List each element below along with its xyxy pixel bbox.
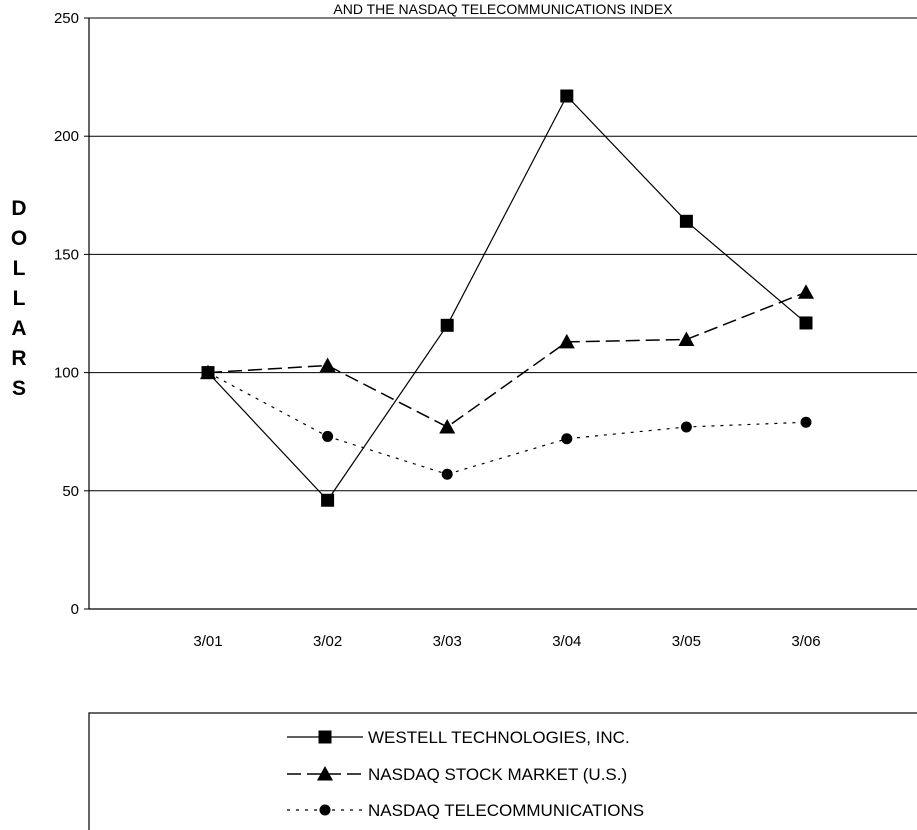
data-point-marker <box>798 284 814 299</box>
y-tick-label: 200 <box>54 128 79 145</box>
data-point-marker <box>679 214 693 228</box>
data-point-marker <box>439 418 456 434</box>
legend-label: NASDAQ TELECOMMUNICATIONS <box>368 801 644 820</box>
data-point-marker <box>560 89 574 103</box>
gridlines <box>89 17 917 492</box>
series-triangle <box>200 284 814 434</box>
legend-label: NASDAQ STOCK MARKET (U.S.) <box>368 765 627 784</box>
data-point-marker <box>322 430 334 442</box>
data-point-marker <box>319 357 336 373</box>
y-axis-ticks: 0 50 100 150 200 250 <box>54 10 89 618</box>
data-point-marker <box>561 433 573 445</box>
data-point-marker <box>800 416 812 428</box>
legend-box <box>88 712 917 830</box>
legend-marker <box>317 766 333 781</box>
chart-title: AND THE NASDAQ TELECOMMUNICATIONS INDEX <box>333 1 673 17</box>
series-line <box>207 372 807 475</box>
data-point-marker <box>678 331 695 347</box>
series-layer <box>200 89 814 507</box>
y-tick-label: 100 <box>54 365 79 382</box>
y-axis-label-letter: L <box>13 257 26 280</box>
series-line <box>207 291 807 428</box>
y-axis-label-letter: L <box>13 287 26 310</box>
y-axis-label-letter: S <box>12 377 26 400</box>
data-point-marker <box>202 367 214 379</box>
legend-item: NASDAQ STOCK MARKET (U.S.) <box>287 765 627 784</box>
x-axis-ticks: 3/01 3/02 3/03 3/04 3/05 3/06 <box>193 633 820 650</box>
axes <box>88 18 917 610</box>
y-axis-label-letter: D <box>11 197 26 220</box>
series-circle <box>202 367 812 480</box>
data-point-marker <box>440 318 454 332</box>
x-tick-label: 3/06 <box>791 633 820 650</box>
y-axis-label-letter: O <box>11 227 27 250</box>
data-point-marker <box>441 468 453 480</box>
legend-item: WESTELL TECHNOLOGIES, INC. <box>287 728 630 747</box>
y-tick-label: 250 <box>54 10 79 27</box>
data-point-marker <box>558 333 575 349</box>
x-tick-label: 3/02 <box>313 633 342 650</box>
data-point-marker <box>680 421 692 433</box>
legend-marker <box>318 730 332 744</box>
y-tick-label: 150 <box>54 246 79 263</box>
legend-label: WESTELL TECHNOLOGIES, INC. <box>368 728 630 747</box>
x-tick-label: 3/01 <box>193 633 222 650</box>
series-square <box>201 89 813 507</box>
y-tick-label: 50 <box>62 483 79 500</box>
y-axis-label-letter: A <box>11 317 26 340</box>
legend-marker <box>319 804 331 816</box>
y-axis-label-letter: R <box>11 347 26 370</box>
x-tick-label: 3/04 <box>552 633 581 650</box>
y-tick-label: 0 <box>71 601 79 618</box>
x-tick-label: 3/03 <box>433 633 462 650</box>
data-point-marker <box>799 316 813 330</box>
legend-item: NASDAQ TELECOMMUNICATIONS <box>287 801 644 820</box>
x-tick-label: 3/05 <box>672 633 701 650</box>
data-point-marker <box>321 493 335 507</box>
series-line <box>207 94 807 502</box>
legend: WESTELL TECHNOLOGIES, INC. NASDAQ STOCK M… <box>88 712 917 830</box>
